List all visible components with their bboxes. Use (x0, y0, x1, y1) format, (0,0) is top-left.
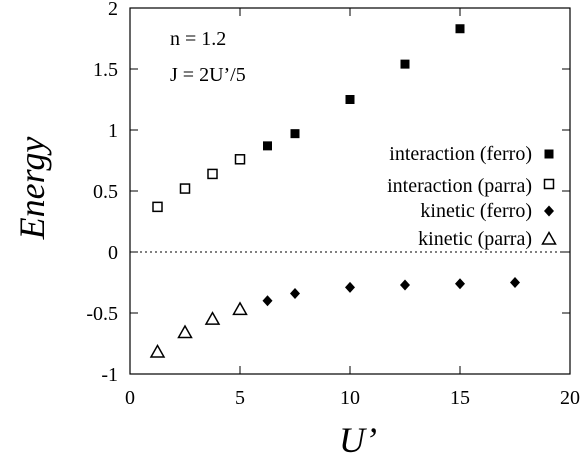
point-interaction-ferro (455, 24, 465, 34)
point-interaction-parra (207, 168, 218, 180)
legend-marker-interaction-parra (543, 178, 555, 190)
point-interaction-ferro (400, 59, 410, 69)
point-interaction-parra (152, 201, 163, 213)
legend-markers (541, 149, 557, 245)
point-interaction-parra (234, 154, 246, 165)
point-kinetic-ferro (345, 281, 355, 293)
point-interaction-parra (179, 183, 191, 194)
point-kinetic-parra (149, 344, 166, 358)
point-kinetic-parra (232, 301, 248, 316)
x-axis-title: U’ (339, 420, 377, 460)
point-kinetic-ferro (262, 295, 273, 307)
legend: interaction (ferro) interaction (parra) … (387, 143, 557, 250)
y-axis-title: Energy (12, 137, 52, 241)
y-ticks: -1 -0.5 0 0.5 1 1.5 2 (86, 0, 570, 386)
y-axis-title-group: Energy (12, 137, 52, 241)
point-kinetic-ferro (510, 277, 520, 288)
point-interaction-ferro (263, 141, 272, 151)
point-kinetic-parra (204, 311, 221, 325)
data-points (149, 24, 520, 358)
legend-label-kinetic-parra: kinetic (parra) (418, 228, 532, 250)
x-ticks: 0 5 10 15 20 (125, 8, 580, 409)
legend-label-interaction-parra: interaction (parra) (387, 175, 532, 197)
y-tick-label: -0.5 (86, 303, 118, 325)
annotation-j: J = 2U’/5 (170, 64, 246, 86)
y-tick-label: -1 (101, 364, 118, 386)
legend-marker-kinetic-parra (541, 230, 557, 245)
legend-label-kinetic-ferro: kinetic (ferro) (420, 200, 532, 222)
annotation-n: n = 1.2 (170, 28, 226, 50)
x-tick-label: 15 (450, 387, 470, 409)
x-tick-label: 10 (340, 387, 360, 409)
legend-label-interaction-ferro: interaction (ferro) (389, 143, 532, 165)
y-tick-label: 0 (108, 242, 118, 264)
point-kinetic-parra (177, 324, 193, 339)
point-interaction-ferro (290, 129, 300, 139)
y-tick-label: 0.5 (93, 181, 118, 203)
y-tick-label: 1.5 (93, 59, 118, 81)
x-tick-label: 0 (125, 387, 135, 409)
point-kinetic-ferro (400, 279, 410, 291)
point-interaction-ferro (345, 95, 355, 104)
y-tick-label: 1 (108, 120, 118, 142)
y-tick-label: 2 (108, 0, 118, 20)
legend-marker-interaction-ferro (544, 149, 554, 159)
legend-marker-kinetic-ferro (544, 205, 554, 217)
point-kinetic-ferro (455, 278, 465, 290)
point-kinetic-ferro (290, 287, 300, 299)
x-tick-label: 5 (235, 387, 245, 409)
x-tick-label: 20 (560, 387, 580, 409)
